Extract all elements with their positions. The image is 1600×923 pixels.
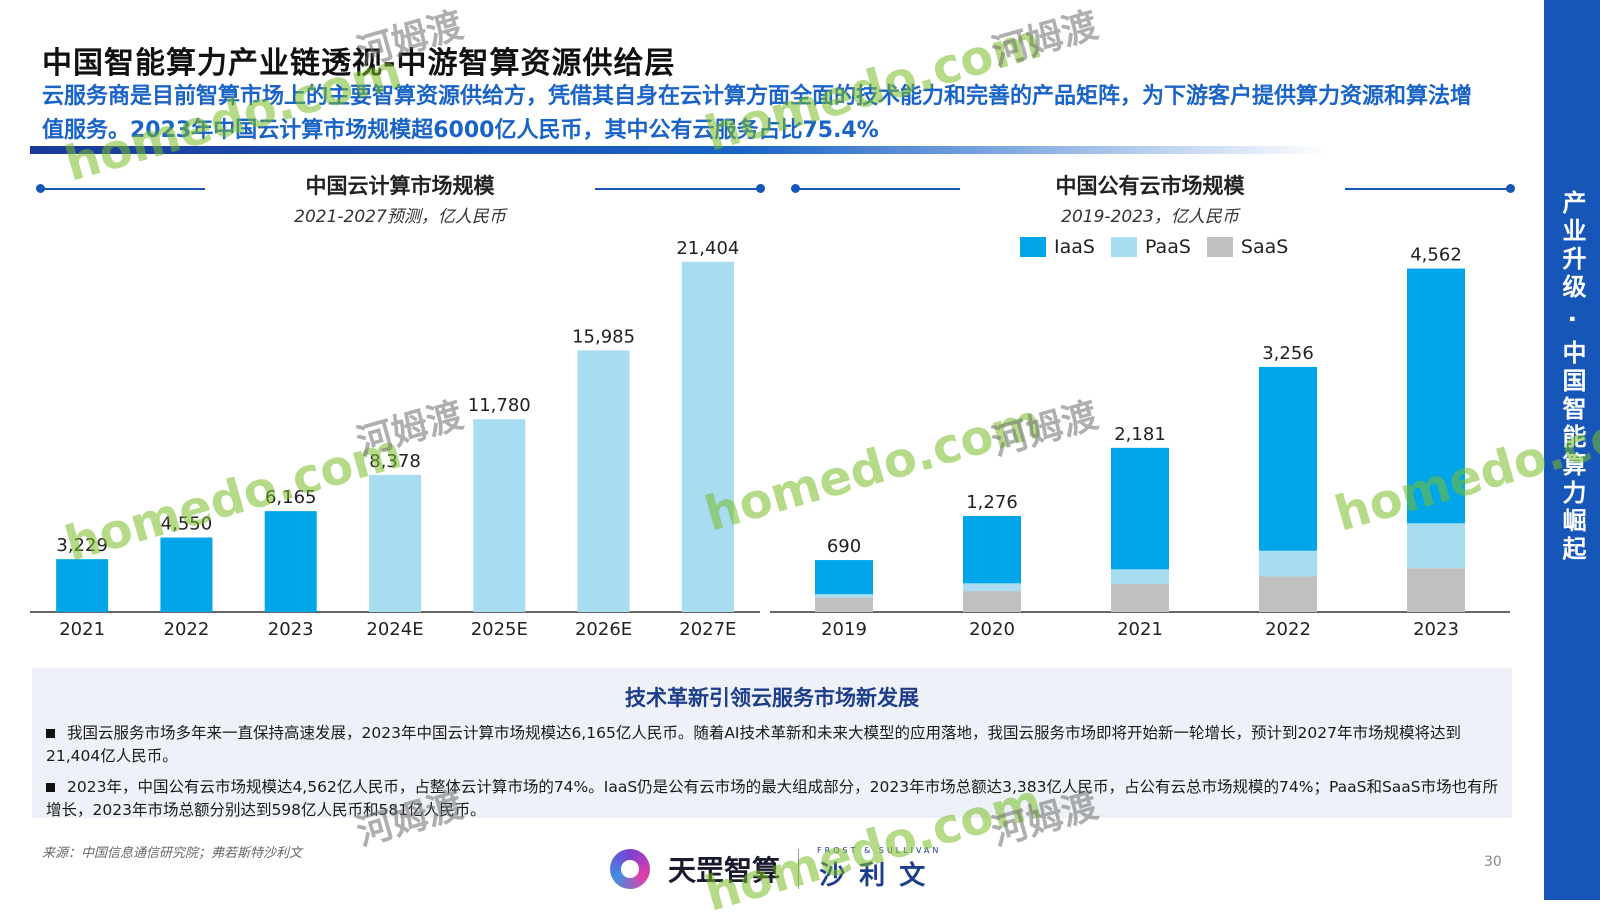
chart2-bar-paas	[1111, 569, 1169, 585]
chart1-title: 中国云计算市场规模	[305, 174, 495, 198]
chart2-total-label: 1,276	[966, 492, 1018, 513]
chart1-x-tick-label: 2023	[268, 619, 314, 640]
chart2-bar-iaas	[963, 515, 1021, 584]
chart1-data-label: 3,229	[56, 535, 108, 556]
chart1-bar	[473, 419, 526, 612]
info-box-title: 技术革新引领云服务市场新发展	[625, 686, 919, 710]
legend-item-iaas: IaaS	[1020, 236, 1095, 258]
chart2-x-tick-label: 2021	[1117, 619, 1163, 640]
chart2-subtitle: 2019-2023，亿人民币	[1061, 207, 1239, 227]
chart2-bar-saas	[815, 597, 873, 612]
chart2-total-label: 3,256	[1262, 343, 1314, 364]
chart2-total-label: 690	[827, 536, 861, 557]
chart2-heading: 中国公有云市场规模 2019-2023，亿人民币	[980, 170, 1320, 227]
chart1-x-tick-label: 2022	[164, 619, 210, 640]
chart1-bar	[577, 350, 630, 612]
chart2-x-tick-label: 2022	[1265, 619, 1311, 640]
page-title: 中国智能算力产业链透视-中游智算资源供给层	[42, 46, 676, 81]
chart2-bar-paas	[1259, 550, 1317, 577]
chart2-bar-iaas	[815, 560, 873, 595]
info-bullet-2-text: 2023年，中国公有云市场规模达4,562亿人民币，占整体云计算市场的74%。I…	[46, 778, 1499, 819]
chart1-head-dot-right	[756, 184, 765, 193]
chart2-bar-paas	[1407, 523, 1465, 569]
chart2-bar-iaas	[1407, 268, 1465, 524]
chart2-bar-saas	[963, 591, 1021, 612]
legend-label-paas: PaaS	[1144, 236, 1191, 258]
chart1-bar	[160, 537, 213, 612]
chart2-bar-paas	[963, 583, 1021, 592]
legend-swatch-paas	[1110, 237, 1137, 257]
chart2-head-dot-right	[1506, 184, 1515, 193]
chart1-x-tick-label: 2026E	[575, 619, 632, 640]
side-bar-label: 产业升级 · 中国智能算力崛起	[1558, 190, 1586, 564]
info-bullet-1: 我国云服务市场多年来一直保持高速发展，2023年中国云计算市场规模达6,165亿…	[46, 722, 1506, 768]
source-note: 来源：中国信息通信研究院；弗若斯特沙利文	[42, 846, 303, 861]
chart1-data-label: 21,404	[676, 238, 739, 259]
chart2-bar-iaas	[1259, 366, 1317, 551]
tianyi-logo-icon	[610, 849, 650, 889]
chart2-x-tick-label: 2020	[969, 619, 1015, 640]
chart1-head-line-right	[595, 188, 760, 190]
chart1-subtitle: 2021-2027预测，亿人民币	[294, 207, 506, 227]
legend-swatch-iaas	[1020, 237, 1046, 257]
chart2-total-label: 4,562	[1410, 245, 1462, 266]
chart2-head-line-left	[795, 188, 960, 190]
subtitle-underline	[30, 146, 1330, 154]
chart1-data-label: 15,985	[572, 326, 635, 347]
chart1-bar	[681, 261, 734, 612]
chart1-x-tick-label: 2024E	[366, 619, 423, 640]
chart1-bar	[56, 559, 109, 612]
chart1-head-line-left	[40, 188, 205, 190]
page-subtitle: 云服务商是目前智算市场上的主要智算资源供给方，凭借其自身在云计算方面全面的技术能…	[42, 84, 1473, 143]
charts-canvas: 3,229 2021 4,550 2022 6,165 2023 8,378 2024E 11,…	[30, 238, 1510, 640]
side-bar	[1544, 0, 1600, 900]
chart2-legend: IaaS PaaS SaaS	[1020, 236, 1288, 258]
bullet-square-icon	[46, 783, 55, 792]
page-number: 30	[1484, 854, 1502, 870]
chart1-bar	[369, 474, 421, 612]
chart1-data-label: 4,550	[161, 514, 213, 535]
legend-item-paas: PaaS	[1110, 236, 1191, 258]
tianyi-logo-text: 天罡智算	[668, 854, 781, 887]
frost-sullivan-logo: FROST & SULLIVAN 沙利文	[817, 846, 941, 892]
chart1-heading: 中国云计算市场规模 2021-2027预测，亿人民币	[230, 170, 570, 227]
chart1-x-tick-label: 2027E	[679, 619, 736, 640]
legend-label-iaas: IaaS	[1054, 236, 1095, 258]
chart1-data-label: 6,165	[265, 487, 317, 508]
bullet-square-icon	[46, 729, 55, 738]
chart2-title: 中国公有云市场规模	[1055, 174, 1245, 198]
chart2-x-tick-label: 2019	[821, 619, 867, 640]
info-bullet-1-text: 我国云服务市场多年来一直保持高速发展，2023年中国云计算市场规模达6,165亿…	[46, 724, 1461, 765]
chart2-bar-saas	[1111, 584, 1169, 612]
legend-label-saas: SaaS	[1240, 236, 1289, 258]
chart2-bar-saas	[1259, 576, 1317, 612]
info-box	[32, 668, 1512, 818]
frost-sullivan-small-text: FROST & SULLIVAN	[817, 846, 942, 855]
chart2-head-line-right	[1345, 188, 1510, 190]
chart1-x-tick-label: 2021	[59, 619, 105, 640]
chart1-x-tick-label: 2025E	[471, 619, 528, 640]
info-bullet-2: 2023年，中国公有云市场规模达4,562亿人民币，占整体云计算市场的74%。I…	[46, 776, 1506, 822]
logo-divider	[798, 849, 800, 889]
footer-logos: 天罡智算 FROST & SULLIVAN 沙利文	[610, 846, 941, 892]
chart1-data-label: 11,780	[468, 395, 531, 416]
frost-sullivan-big-text: 沙利文	[819, 861, 940, 891]
chart2-bar-saas	[1407, 568, 1465, 612]
chart2-x-tick-label: 2023	[1413, 619, 1459, 640]
legend-item-saas: SaaS	[1206, 236, 1289, 258]
chart1-data-label: 8,378	[369, 451, 421, 472]
chart2-total-label: 2,181	[1114, 424, 1166, 445]
legend-swatch-saas	[1206, 237, 1233, 257]
chart2-bar-iaas	[1111, 447, 1169, 570]
chart2-bar-paas	[815, 594, 873, 598]
chart1-bar	[264, 511, 317, 612]
